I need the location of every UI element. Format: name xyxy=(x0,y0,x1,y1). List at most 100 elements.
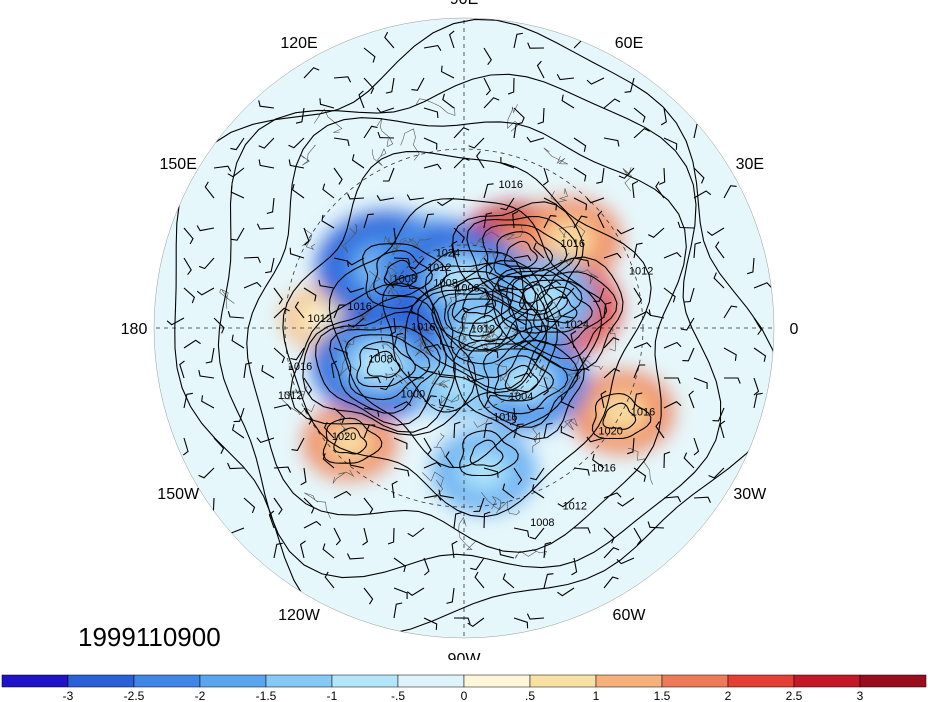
wind-barb xyxy=(322,543,335,559)
coastline xyxy=(415,98,456,116)
wind-barb xyxy=(453,421,461,439)
wind-barb xyxy=(183,287,196,304)
wind-barb xyxy=(513,254,532,261)
colorbar-tick-label: -3 xyxy=(63,689,74,702)
coastline xyxy=(383,235,407,249)
wind-barb xyxy=(437,197,455,207)
wind-barb xyxy=(213,317,225,334)
wind-barb xyxy=(227,462,245,470)
wind-barb xyxy=(230,137,245,151)
isobar xyxy=(459,429,519,477)
wind-barb xyxy=(258,137,275,149)
wind-barb xyxy=(693,377,708,389)
coastline xyxy=(494,363,519,393)
wind-barb xyxy=(663,137,678,150)
wind-barb xyxy=(648,309,665,319)
wind-barb xyxy=(647,227,665,238)
wind-barb xyxy=(633,392,643,409)
wind-barb xyxy=(389,317,397,336)
wind-barb xyxy=(597,210,605,229)
isobar xyxy=(591,392,652,440)
isobar xyxy=(246,117,687,553)
colorbar-box xyxy=(793,674,861,688)
wind-barb xyxy=(513,617,529,629)
wind-barb xyxy=(393,401,412,409)
coastline xyxy=(313,108,343,133)
wind-barb xyxy=(204,181,215,199)
colorbar-box xyxy=(397,674,465,688)
wind-barb xyxy=(526,613,545,620)
wind-barb xyxy=(500,197,515,211)
contour-labels: 1024 1020 1016 1016 1012 1008 1012 1016 1016 1012… xyxy=(278,179,655,529)
wind-barb xyxy=(362,527,369,546)
wind-barb xyxy=(453,307,470,319)
longitude-label: 120W xyxy=(278,607,321,624)
colorbar-tick-label: -1 xyxy=(327,689,338,702)
wind-barb xyxy=(684,287,695,303)
wind-barb xyxy=(724,377,741,384)
wind-barb xyxy=(363,47,376,63)
contour-label: 1016 xyxy=(347,301,371,313)
wind-barb xyxy=(196,225,215,232)
coastline xyxy=(389,287,402,306)
wind-barb xyxy=(474,571,485,589)
wind-barb xyxy=(586,77,605,85)
wind-barb xyxy=(243,497,256,514)
wind-barb xyxy=(627,437,635,455)
wind-barb xyxy=(319,98,335,109)
wind-barb xyxy=(196,287,215,296)
wind-barb xyxy=(496,284,515,291)
isobar xyxy=(503,240,538,269)
wind-barb xyxy=(467,617,485,627)
wind-barb xyxy=(445,451,455,469)
isobar xyxy=(506,271,618,360)
wind-barb xyxy=(542,167,549,186)
contour-label: 1016 xyxy=(411,322,435,334)
wind-barb xyxy=(603,547,620,559)
wind-barb xyxy=(543,422,553,439)
wind-barb xyxy=(268,510,275,529)
coastline xyxy=(558,224,586,238)
colorbar-box xyxy=(67,674,135,688)
coastline xyxy=(622,167,633,192)
isobar xyxy=(302,295,456,433)
wind-barb xyxy=(527,42,545,49)
colorbar-tick-label: 2.5 xyxy=(786,689,803,702)
contour-label: 1012 xyxy=(629,265,653,277)
polar-map: 1024 1020 1016 1016 1012 1008 1012 1016 1016 1012… xyxy=(121,0,799,660)
coastline xyxy=(559,417,578,431)
wind-barb xyxy=(291,437,305,451)
wind-barb xyxy=(273,404,292,410)
wind-barb xyxy=(633,127,650,139)
coastline xyxy=(339,415,349,438)
contour-label: 1020 xyxy=(598,426,622,438)
wind-barb xyxy=(205,347,215,364)
longitude-label: 120E xyxy=(280,35,317,52)
wind-barb xyxy=(423,461,442,469)
wind-barb xyxy=(393,587,408,599)
wind-barb xyxy=(393,602,403,619)
isobar xyxy=(491,256,624,372)
wind-barb xyxy=(385,77,395,94)
wind-barb xyxy=(560,426,575,439)
wind-barb xyxy=(509,407,516,426)
contour-label: 1016 xyxy=(493,412,517,424)
wind-barb xyxy=(393,437,408,450)
contour-label: 1016 xyxy=(288,361,312,373)
wind-barb xyxy=(198,467,215,479)
wind-barb xyxy=(713,272,725,289)
wind-barb xyxy=(663,496,682,503)
wind-barb xyxy=(265,257,275,274)
wind-barbs xyxy=(166,30,772,630)
wind-barb xyxy=(390,227,397,246)
wind-barb xyxy=(303,377,313,395)
coastline xyxy=(609,323,617,352)
isobar xyxy=(462,287,497,315)
wind-barb xyxy=(473,497,485,513)
wind-barb xyxy=(663,401,682,409)
wind-barb xyxy=(333,527,341,546)
wind-barb xyxy=(243,281,262,289)
wind-barb xyxy=(393,257,411,265)
wind-barb xyxy=(333,167,343,185)
wind-barb xyxy=(299,540,306,559)
